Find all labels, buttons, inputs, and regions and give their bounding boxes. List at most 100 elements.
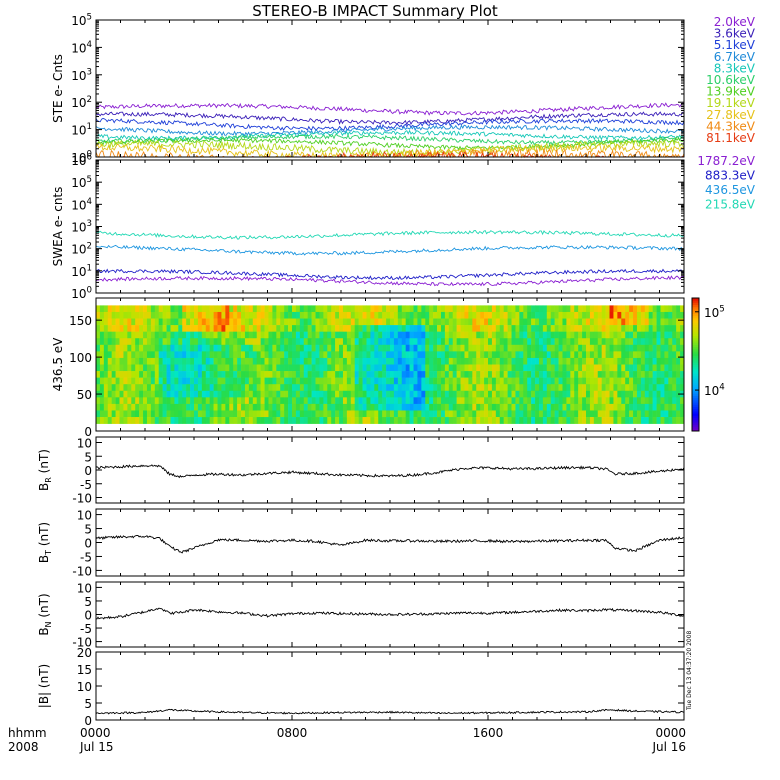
spectrogram-cell <box>358 318 363 326</box>
spectrogram-cell <box>613 318 618 326</box>
spectrogram-cell <box>621 410 626 418</box>
spectrogram-cell <box>511 318 516 326</box>
spectrogram-cell <box>409 344 414 352</box>
spectrogram-cell <box>613 403 618 411</box>
spectrogram-cell <box>288 351 293 359</box>
spectrogram-cell <box>554 325 559 332</box>
spectrogram-cell <box>233 403 238 411</box>
colorbar-segment <box>692 384 699 388</box>
spectrogram-cell <box>425 371 430 378</box>
spectrogram-cell <box>421 371 426 378</box>
spectrogram-cell <box>178 351 183 359</box>
spectrogram-cell <box>342 351 348 359</box>
spectrogram-cell <box>205 325 210 332</box>
spectrogram-cell <box>154 325 160 332</box>
spectrogram-cell <box>366 344 371 352</box>
spectrogram-cell <box>515 357 520 365</box>
spectrogram-cell <box>335 325 340 332</box>
spectrogram-cell <box>284 384 289 392</box>
spectrogram-cell <box>143 390 148 398</box>
spectrogram-cell <box>268 344 273 352</box>
spectrogram-cell <box>248 397 254 405</box>
spectrogram-cell <box>229 357 234 365</box>
spectrogram-cell <box>178 377 183 385</box>
spectrogram-cell <box>213 351 218 359</box>
spectrogram-cell <box>488 318 493 326</box>
spectrogram-cell <box>609 403 614 411</box>
spectrogram-cell <box>260 331 265 339</box>
spectrogram-cell <box>444 344 450 352</box>
spectrogram-cell <box>162 397 167 405</box>
spectrogram-cell <box>597 338 602 346</box>
spectrogram-cell <box>190 417 195 424</box>
spectrogram-cell <box>660 305 665 313</box>
spectrogram-cell <box>135 403 140 411</box>
spectrogram-cell <box>272 325 277 332</box>
spectrogram-cell <box>350 410 356 418</box>
spectrogram-cell <box>546 403 552 411</box>
spectrogram-cell <box>221 325 226 332</box>
spectrogram-cell <box>264 331 269 339</box>
spectrogram-cell <box>378 351 383 359</box>
spectrogram-cell <box>99 325 105 332</box>
spectrogram-cell <box>150 344 156 352</box>
spectrogram-cell <box>225 351 230 359</box>
spectrogram-cell <box>570 331 575 339</box>
spectrogram-cell <box>652 344 657 352</box>
spectrogram-cell <box>397 325 403 332</box>
spectrogram-cell <box>554 390 559 398</box>
spectrogram-cell <box>515 384 520 392</box>
spectrogram-cell <box>593 377 599 385</box>
spectrogram-cell <box>460 377 465 385</box>
spectrogram-cell <box>382 410 387 418</box>
spectrogram-cell <box>158 344 163 352</box>
spectrogram-cell <box>237 364 242 372</box>
spectrogram-cell <box>409 397 414 405</box>
colorbar-segment <box>692 368 699 372</box>
spectrogram-cell <box>139 338 144 346</box>
spectrogram-cell <box>331 351 336 359</box>
spectrogram-cell <box>448 311 454 319</box>
spectrogram-cell <box>558 364 563 372</box>
spectrogram-cell <box>331 311 336 319</box>
spectrogram-cell <box>295 397 301 405</box>
spectrogram-cell <box>444 318 450 326</box>
series-line <box>95 230 685 240</box>
spectrogram-cell <box>570 410 575 418</box>
colorbar-segment <box>692 329 699 332</box>
spectrogram-cell <box>190 325 195 332</box>
spectrogram-cell <box>448 364 454 372</box>
spectrogram-cell <box>460 384 465 392</box>
spectrogram-cell <box>664 384 669 392</box>
spectrogram-cell <box>582 371 587 378</box>
spectrogram-cell <box>252 344 258 352</box>
spectrogram-cell <box>519 417 524 424</box>
spectrogram-cell <box>636 417 642 424</box>
spectrogram-cell <box>535 344 540 352</box>
spectrogram-cell <box>440 331 446 339</box>
spectrogram-cell <box>464 377 469 385</box>
spectrogram-cell <box>652 403 657 411</box>
spectrogram-cell <box>636 305 642 313</box>
spectrogram-cell <box>393 384 399 392</box>
spectrogram-cell <box>554 338 559 346</box>
spectrogram-cell <box>303 377 308 385</box>
spectrogram-cell <box>488 397 493 405</box>
spectrogram-cell <box>664 371 669 378</box>
spectrogram-cell <box>323 331 328 339</box>
spectrogram-cell <box>597 410 602 418</box>
spectrogram-cell <box>542 331 548 339</box>
spectrogram-cell <box>476 357 481 365</box>
spectrogram-cell <box>272 397 277 405</box>
spectrogram-cell <box>519 377 524 385</box>
spectrogram-cell <box>613 357 618 365</box>
spectrogram-cell <box>292 351 297 359</box>
colorbar-segment <box>692 391 699 394</box>
spectrogram-cell <box>511 351 516 359</box>
spectrogram-cell <box>437 397 442 405</box>
spectrogram-cell <box>295 311 301 319</box>
spectrogram-cell <box>664 397 669 405</box>
y-tick-label: 105 <box>71 175 92 190</box>
spectrogram-cell <box>531 318 536 326</box>
series-line <box>95 129 685 142</box>
